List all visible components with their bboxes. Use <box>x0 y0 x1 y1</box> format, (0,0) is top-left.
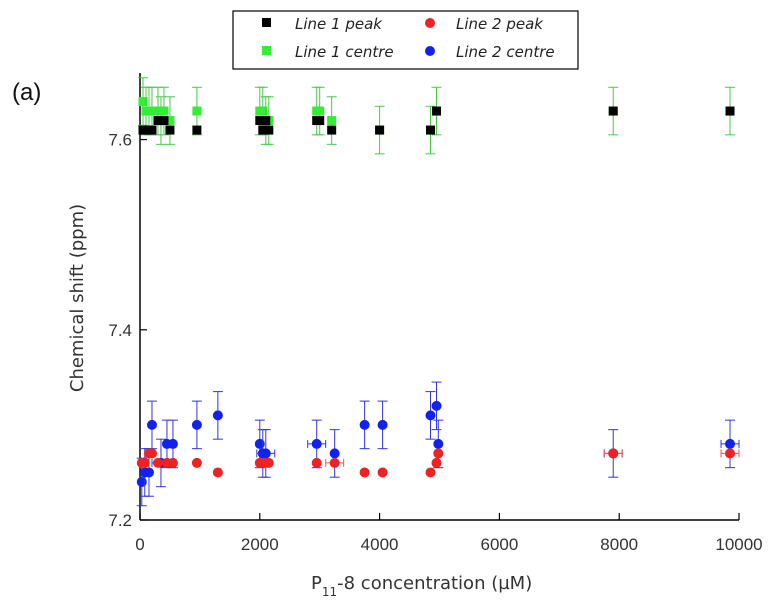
x-tick-label: 10000 <box>715 535 762 554</box>
data-point-line-2-peak <box>152 457 163 468</box>
data-point-line-2-centre <box>433 438 444 449</box>
data-point-line-2-centre <box>143 467 154 478</box>
data-point-line-1-peak <box>159 116 169 126</box>
data-point-line-2-peak <box>433 448 444 459</box>
data-point-line-1-peak <box>426 125 436 135</box>
data-point-line-2-centre <box>359 419 370 430</box>
data-point-line-2-centre <box>191 419 202 430</box>
data-point-line-1-peak <box>165 125 175 135</box>
data-point-line-2-centre <box>260 448 271 459</box>
series-line-1-peak <box>138 106 735 135</box>
x-tick-label: 0 <box>135 535 144 554</box>
x-tick-label: 8000 <box>600 535 638 554</box>
data-point-line-2-centre <box>136 476 147 487</box>
y-axis-title: Chemical shift (ppm) <box>67 204 88 392</box>
data-point-line-1-peak <box>192 125 202 135</box>
y-tick-label: 7.4 <box>108 321 132 340</box>
data-point-line-1-peak <box>608 106 618 116</box>
data-point-line-2-centre <box>146 419 157 430</box>
legend-frame <box>232 10 579 70</box>
data-point-line-2-peak <box>167 457 178 468</box>
data-point-line-2-peak <box>359 467 370 478</box>
data-point-line-1-peak <box>315 116 325 126</box>
y-tick-label: 7.2 <box>108 511 132 530</box>
data-point-line-1-peak <box>147 125 157 135</box>
data-point-line-2-peak <box>263 457 274 468</box>
data-point-line-2-centre <box>311 438 322 449</box>
data-point-line-2-peak <box>431 457 442 468</box>
data-point-line-1-peak <box>432 106 442 116</box>
legend-label-line1-centre: Line 1 centre <box>295 43 394 61</box>
data-point-line-2-peak <box>191 457 202 468</box>
data-point-line-1-peak <box>725 106 735 116</box>
data-point-line-1-peak <box>255 116 265 126</box>
x-axis-title-subscript: 11 <box>322 585 337 599</box>
data-point-line-2-centre <box>254 438 265 449</box>
data-point-line-1-centre <box>258 106 268 116</box>
legend-marker-line2-centre <box>425 46 435 56</box>
x-tick-label: 2000 <box>241 535 279 554</box>
data-point-line-2-centre <box>329 448 340 459</box>
data-point-line-2-peak <box>377 467 388 478</box>
x-axis-title-rest: -8 concentration (µM) <box>337 573 532 594</box>
data-point-line-2-centre <box>725 438 736 449</box>
data-point-line-2-peak <box>725 448 736 459</box>
x-axis-ticks: 0 2000 4000 6000 8000 10000 <box>135 513 763 554</box>
data-point-line-2-peak <box>425 467 436 478</box>
data-point-line-2-centre <box>167 438 178 449</box>
data-point-line-1-peak <box>261 116 271 126</box>
data-point-line-2-peak <box>329 457 340 468</box>
data-point-line-1-peak <box>375 125 385 135</box>
data-point-line-2-peak <box>212 467 223 478</box>
legend-label-line1-peak: Line 1 peak <box>295 15 383 33</box>
legend-marker-line2-peak <box>425 18 435 28</box>
data-point-line-1-centre <box>153 106 163 116</box>
data-point-line-2-peak <box>311 457 322 468</box>
plot-area <box>136 77 740 507</box>
data-point-line-1-centre <box>159 106 169 116</box>
series-line-2-peak <box>136 448 740 478</box>
data-point-line-1-centre <box>192 106 202 116</box>
legend-label-line2-centre: Line 2 centre <box>456 43 555 61</box>
x-tick-label: 4000 <box>361 535 399 554</box>
data-point-line-2-centre <box>377 419 388 430</box>
data-point-line-2-peak <box>146 448 157 459</box>
x-axis-title-main: P <box>311 573 322 594</box>
y-axis-ticks: 7.2 7.4 7.6 <box>108 131 147 530</box>
y-tick-label: 7.6 <box>108 131 132 150</box>
data-point-line-1-peak <box>327 125 337 135</box>
legend-label-line2-peak: Line 2 peak <box>456 15 544 33</box>
x-axis-title: P11-8 concentration (µM) <box>311 573 532 599</box>
data-point-line-2-centre <box>212 410 223 421</box>
data-point-line-2-peak <box>608 448 619 459</box>
data-point-line-1-peak <box>258 125 268 135</box>
data-point-line-1-centre <box>138 97 148 107</box>
data-point-line-1-centre <box>165 116 175 126</box>
data-point-line-2-centre <box>431 400 442 411</box>
legend-marker-line1-peak <box>262 18 271 27</box>
data-point-line-1-centre <box>315 106 325 116</box>
legend: Line 1 peak Line 1 centre Line 2 peak Li… <box>232 10 579 70</box>
data-point-line-1-peak <box>264 125 274 135</box>
panel-label: (a) <box>12 79 41 106</box>
data-point-line-2-centre <box>425 410 436 421</box>
data-point-line-1-centre <box>327 116 337 126</box>
legend-marker-line1-centre <box>262 46 271 55</box>
data-point-line-2-peak <box>139 457 150 468</box>
x-tick-label: 6000 <box>480 535 518 554</box>
data-point-line-1-centre <box>147 106 157 116</box>
